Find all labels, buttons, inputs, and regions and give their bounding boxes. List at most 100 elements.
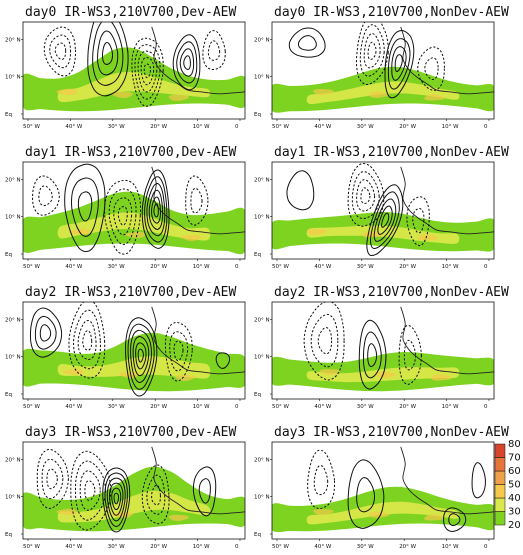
contour-positive: [387, 38, 411, 90]
lon-tick-label: 0: [235, 124, 239, 130]
contour-negative: [140, 57, 155, 86]
contour-positive: [172, 34, 201, 91]
contour-negative: [32, 175, 60, 216]
coastline: [151, 166, 245, 235]
colorbar-swatch: [494, 470, 506, 485]
contour-negative: [356, 179, 376, 212]
contour-positive: [106, 477, 126, 522]
panel-plot: [23, 22, 245, 112]
contour-negative: [207, 40, 221, 61]
contour-negative: [54, 42, 67, 60]
contour-positive: [97, 30, 119, 76]
contour-positive: [366, 184, 404, 256]
contour-positive: [367, 343, 378, 368]
panel-plot: [272, 163, 494, 256]
contour-negative: [36, 448, 69, 509]
map-panel: day1 IR-WS3,210V700,NonDev-AEW 50° W 40° W…: [254, 145, 509, 270]
panel-frame: [271, 21, 495, 120]
contour-negative: [74, 460, 107, 521]
contour-positive: [356, 477, 376, 513]
contour-positive: [347, 459, 385, 529]
map-panel: day2 IR-WS3,210V700,NonDev-AEW 50° W 40° W…: [254, 285, 509, 410]
ir-patch-50: [313, 509, 334, 516]
lat-tick-label: Eq: [254, 252, 261, 258]
contour-negative: [398, 324, 422, 385]
panel-title: day1 IR-WS3,210V700,Dev-AEW: [25, 145, 236, 160]
lon-tick-label: 0: [235, 264, 239, 270]
coastline: [400, 446, 494, 515]
contour-negative: [406, 196, 430, 247]
contour-positive: [286, 170, 315, 211]
lat-tick-label: Eq: [254, 112, 261, 118]
contour-positive: [111, 487, 122, 510]
contour-negative: [173, 340, 184, 362]
map-panel: day3 IR-WS3,210V700,NonDev-AEW 50° W 40° W…: [254, 425, 509, 550]
contour-negative: [367, 41, 377, 60]
lon-tick-label: 40° W: [65, 264, 82, 270]
contour-positive: [215, 352, 231, 369]
panel-plot: [272, 446, 494, 533]
contour-positive: [153, 203, 159, 218]
contour-negative: [79, 470, 101, 511]
contour-positive: [151, 196, 161, 224]
panel-title: day1 IR-WS3,210V700,NonDev-AEW: [274, 145, 509, 160]
contour-positive: [443, 507, 467, 532]
panel-frame: [22, 161, 246, 260]
panel-title: day2 IR-WS3,210V700,Dev-AEW: [25, 285, 236, 300]
colorbar: 20 30 40 50 60 70 80: [494, 439, 521, 531]
contour-positive: [297, 35, 317, 51]
contour-negative: [117, 206, 128, 226]
coastline: [400, 306, 494, 375]
lon-tick-label: 20° W: [399, 124, 416, 130]
contour-positive: [394, 54, 403, 72]
contour-positive: [39, 324, 52, 342]
contour-positive: [362, 331, 382, 379]
ir-patch-50: [175, 374, 196, 381]
contour-negative: [137, 50, 158, 93]
lon-tick-label: 10° W: [193, 404, 210, 410]
colorbar-swatch: [494, 497, 506, 512]
panel-frame: [271, 441, 495, 540]
contour-negative: [202, 30, 226, 71]
panel-plot: [272, 22, 494, 113]
lon-tick-label: 20° W: [150, 404, 167, 410]
colorbar-label: 30: [508, 507, 521, 518]
contour-negative: [104, 179, 142, 255]
panel-title: day3 IR-WS3,210V700,Dev-AEW: [25, 425, 236, 440]
lon-tick-label: 0: [484, 544, 488, 550]
contour-negative: [363, 33, 381, 69]
contour-positive: [448, 513, 461, 527]
map-panel: day0 IR-WS3,210V700,Dev-AEW 50° W 40° W 30°…: [5, 5, 246, 130]
ir-patch-50: [306, 228, 328, 236]
contour-positive: [384, 29, 415, 99]
contour-positive: [146, 183, 166, 237]
contour-negative: [82, 330, 93, 351]
contour-positive: [373, 198, 397, 242]
coastline: [151, 446, 245, 515]
lon-tick-label: 30° W: [357, 404, 374, 410]
contour-negative: [351, 171, 380, 220]
colorbar-label: 40: [508, 493, 521, 504]
contour-positive: [130, 329, 152, 383]
contour-negative: [403, 339, 417, 371]
colorbar-swatch: [494, 484, 506, 499]
lon-tick-label: 10° W: [442, 124, 459, 130]
lon-tick-label: 20° W: [399, 404, 416, 410]
ir-band-40: [57, 71, 211, 103]
contour-positive: [113, 492, 120, 505]
map-panel: day0 IR-WS3,210V700,NonDev-AEW 50° W 40° W…: [254, 5, 509, 130]
contour-positive: [377, 205, 393, 235]
colorbar-label: 70: [508, 453, 521, 464]
contour-negative: [412, 207, 425, 234]
contour-positive: [141, 169, 170, 249]
lon-tick-label: 0: [484, 404, 488, 410]
contour-positive: [288, 27, 326, 58]
contour-negative: [151, 484, 161, 506]
contour-positive: [29, 307, 63, 358]
contour-positive: [358, 319, 387, 390]
lat-tick-label: Eq: [5, 112, 12, 118]
lat-tick-label: 20° N: [254, 457, 270, 463]
ir-patch-50: [168, 94, 190, 101]
lon-tick-label: 20° W: [399, 544, 416, 550]
